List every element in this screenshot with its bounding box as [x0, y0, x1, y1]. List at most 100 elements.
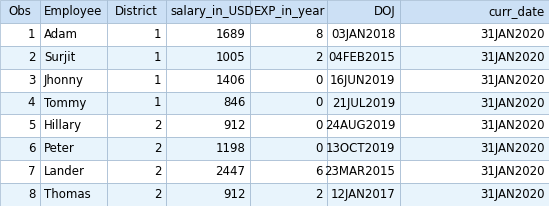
Text: 04FEB2015: 04FEB2015	[328, 51, 395, 64]
Text: 31JAN2020: 31JAN2020	[480, 74, 545, 87]
Bar	[40, 69, 107, 91]
Bar	[166, 183, 250, 206]
Text: 12JAN2017: 12JAN2017	[330, 188, 395, 201]
Text: 24AUG2019: 24AUG2019	[325, 119, 395, 132]
Bar	[40, 23, 107, 46]
Text: 03JAN2018: 03JAN2018	[331, 28, 395, 41]
Text: 2: 2	[154, 188, 161, 201]
Text: 1: 1	[154, 74, 161, 87]
Bar	[400, 137, 549, 160]
Text: Jhonny: Jhonny	[44, 74, 84, 87]
Text: 1406: 1406	[216, 74, 245, 87]
Bar	[166, 137, 250, 160]
Bar	[166, 160, 250, 183]
Bar	[107, 0, 166, 23]
Bar	[107, 91, 166, 115]
Text: 3: 3	[28, 74, 35, 87]
Bar	[327, 46, 400, 69]
Text: Lander: Lander	[44, 165, 85, 178]
Text: 912: 912	[223, 188, 245, 201]
Text: 0: 0	[315, 74, 322, 87]
Text: Hillary: Hillary	[44, 119, 82, 132]
Text: 2: 2	[27, 51, 35, 64]
Text: 8: 8	[315, 28, 322, 41]
Text: Employee: Employee	[44, 5, 102, 18]
Bar	[250, 69, 327, 91]
Text: Surjit: Surjit	[44, 51, 75, 64]
Text: 0: 0	[315, 96, 322, 110]
Bar	[250, 23, 327, 46]
Bar	[166, 0, 250, 23]
Text: 23MAR2015: 23MAR2015	[324, 165, 395, 178]
Bar	[0, 23, 40, 46]
Text: 5: 5	[28, 119, 35, 132]
Bar	[40, 0, 107, 23]
Text: 1: 1	[154, 28, 161, 41]
Bar	[250, 183, 327, 206]
Bar	[0, 91, 40, 115]
Bar	[327, 69, 400, 91]
Bar	[40, 137, 107, 160]
Text: 16JUN2019: 16JUN2019	[330, 74, 395, 87]
Bar	[40, 91, 107, 115]
Text: 846: 846	[223, 96, 245, 110]
Text: 2: 2	[154, 165, 161, 178]
Bar	[0, 0, 40, 23]
Bar	[107, 69, 166, 91]
Bar	[327, 160, 400, 183]
Bar	[40, 115, 107, 137]
Bar	[40, 160, 107, 183]
Text: curr_date: curr_date	[489, 5, 545, 18]
Text: EXP_in_year: EXP_in_year	[254, 5, 326, 18]
Text: 31JAN2020: 31JAN2020	[480, 165, 545, 178]
Text: Thomas: Thomas	[44, 188, 91, 201]
Bar	[400, 183, 549, 206]
Text: 2: 2	[315, 51, 322, 64]
Text: Adam: Adam	[44, 28, 78, 41]
Bar	[400, 115, 549, 137]
Bar	[400, 46, 549, 69]
Bar	[107, 137, 166, 160]
Text: 4: 4	[27, 96, 35, 110]
Bar	[166, 69, 250, 91]
Bar	[250, 91, 327, 115]
Bar	[327, 115, 400, 137]
Text: 1: 1	[154, 51, 161, 64]
Text: 31JAN2020: 31JAN2020	[480, 51, 545, 64]
Bar	[250, 137, 327, 160]
Text: Peter: Peter	[44, 142, 75, 155]
Bar	[166, 91, 250, 115]
Bar	[107, 23, 166, 46]
Text: DOJ: DOJ	[373, 5, 395, 18]
Text: 8: 8	[28, 188, 35, 201]
Bar	[107, 160, 166, 183]
Text: 7: 7	[27, 165, 35, 178]
Text: salary_in_USD: salary_in_USD	[170, 5, 254, 18]
Text: District: District	[115, 5, 158, 18]
Bar	[327, 91, 400, 115]
Text: 1198: 1198	[216, 142, 245, 155]
Text: 1005: 1005	[216, 51, 245, 64]
Bar	[0, 160, 40, 183]
Bar	[107, 115, 166, 137]
Bar	[0, 46, 40, 69]
Text: 1689: 1689	[216, 28, 245, 41]
Text: 31JAN2020: 31JAN2020	[480, 28, 545, 41]
Text: 0: 0	[315, 142, 322, 155]
Text: 2: 2	[154, 119, 161, 132]
Bar	[327, 183, 400, 206]
Text: 0: 0	[315, 119, 322, 132]
Bar	[327, 0, 400, 23]
Bar	[400, 23, 549, 46]
Bar	[107, 46, 166, 69]
Bar	[400, 160, 549, 183]
Text: 2447: 2447	[215, 165, 245, 178]
Bar	[250, 0, 327, 23]
Bar	[0, 115, 40, 137]
Text: 6: 6	[315, 165, 322, 178]
Text: 912: 912	[223, 119, 245, 132]
Text: 1: 1	[154, 96, 161, 110]
Bar	[0, 137, 40, 160]
Text: 2: 2	[315, 188, 322, 201]
Text: 1: 1	[27, 28, 35, 41]
